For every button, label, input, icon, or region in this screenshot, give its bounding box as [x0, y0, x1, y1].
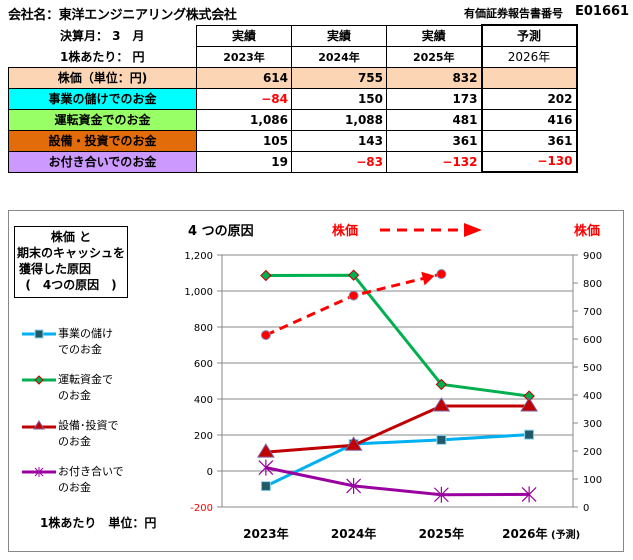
legend-text: のお金 [58, 389, 91, 402]
cell: −130 [480, 150, 578, 173]
series-line [265, 272, 442, 337]
cell: 614 [196, 66, 292, 89]
legend-text: のお金 [58, 435, 91, 448]
right-tick-label: 100 [583, 475, 602, 486]
doc-number-label: 有価証券報告書番号 [464, 7, 563, 20]
left-tick-label: 1,000 [184, 287, 213, 298]
row-label: お付き合いでのお金 [8, 150, 197, 173]
trend-arrow-head [421, 271, 435, 286]
right-tick-label: 300 [583, 419, 602, 430]
table-row-investment: 設備・投資でのお金 105 143 361 361 [8, 129, 578, 152]
series-line [265, 466, 530, 497]
series-line [265, 433, 530, 488]
x-tick-label: 2026年 (予測) [502, 526, 580, 541]
data-point [258, 459, 274, 476]
col-type-0: 実績 [196, 24, 292, 47]
data-point [435, 378, 448, 391]
left-tick-label: 400 [194, 395, 213, 406]
right-tick-label: 900 [583, 251, 602, 262]
left-tick-label: -200 [190, 503, 213, 514]
row-label: 設備・投資でのお金 [8, 129, 197, 152]
legend-text: 事業の儲け [58, 327, 113, 340]
col-year-2: 2025年 [386, 45, 482, 68]
unit-label: 1株あたり 単位：円 [40, 516, 157, 530]
data-point [432, 397, 451, 412]
data-point [524, 429, 535, 440]
cell: 832 [386, 66, 482, 89]
series-line [265, 273, 530, 398]
col-year-0: 2023年 [196, 45, 292, 68]
left-tick-label: 600 [194, 359, 213, 370]
table-row-operating: 事業の儲けでのお金 −84 150 173 202 [8, 87, 578, 110]
right-tick-label: 700 [583, 307, 602, 318]
triangle-marker-icon [22, 420, 56, 430]
data-point [260, 481, 271, 492]
data-point [433, 486, 449, 503]
row-label: 事業の儲けでのお金 [8, 87, 197, 110]
legend-text: でのお金 [58, 343, 102, 356]
left-tick-label: 0 [207, 467, 213, 478]
left-tick-label: 1,200 [184, 251, 213, 262]
legend-text: 設備･投資で [58, 419, 119, 432]
price-label-right: 株価 [574, 224, 601, 239]
square-marker-icon [22, 329, 56, 339]
legend-text: 運転資金で [58, 373, 113, 386]
col-year-3: 2026年 [480, 45, 578, 68]
right-tick-label: 800 [583, 279, 602, 290]
left-tick-label: 800 [194, 323, 213, 334]
x-tick-label: 2025年 [419, 526, 464, 541]
table-row-financing: お付き合いでのお金 19 −83 −132 −130 [8, 150, 578, 173]
cell: −83 [291, 150, 387, 173]
data-point [347, 269, 360, 281]
data-point [436, 269, 447, 280]
chart-frame [8, 210, 624, 552]
diamond-marker-icon [22, 375, 56, 385]
right-tick-label: 600 [583, 335, 602, 346]
data-point [344, 436, 363, 451]
data-point [260, 269, 272, 282]
per-share-label: 1株あたり： 円 [59, 49, 145, 64]
title-line: 期末のキャッシュを [16, 246, 125, 260]
x-tick-label: 2023年 [243, 526, 288, 541]
x-tick-label: 2024年 [331, 526, 376, 541]
cell: −132 [386, 150, 482, 173]
cell [480, 66, 578, 89]
data-point [436, 434, 447, 445]
chart-title-box: 株価 と 期末のキャッシュを 獲得した原因 ( 4つの原因 ) [14, 226, 128, 298]
company-name: 会社名：東洋エンジニアリング株式会社 [8, 8, 237, 23]
data-point [520, 397, 539, 412]
cell: 755 [291, 66, 387, 89]
price-label-left: 株価 [332, 224, 359, 239]
row-label: 株価（単位：円) [8, 66, 197, 89]
left-tick-label: 200 [194, 431, 213, 442]
title-line: 獲得した原因 [19, 262, 92, 276]
right-tick-label: 0 [583, 503, 589, 514]
legend-text: のお金 [58, 481, 91, 494]
right-tick-label: 400 [583, 391, 602, 402]
data-point [346, 477, 362, 494]
financial-table: 決算月： 3 月 実績 実績 実績 予測 1株あたり： 円 2023年 2024… [8, 24, 578, 173]
cell: 202 [480, 87, 578, 110]
title-line: ( 4つの原因 ) [25, 278, 117, 292]
data-point [256, 443, 275, 458]
right-tick-label: 200 [583, 447, 602, 458]
data-point [260, 330, 271, 341]
cell: 416 [480, 108, 578, 131]
right-tick-label: 500 [583, 363, 602, 374]
title-line: 株価 と [50, 230, 92, 244]
price-arrow-icon [380, 223, 482, 237]
chart-subtitle: 4 つの原因 [188, 224, 254, 239]
cell: 1,086 [196, 108, 292, 131]
data-point [521, 486, 537, 503]
legend-text: お付き合いで [58, 465, 124, 478]
table-row-price: 株価（単位：円) 614 755 832 [8, 66, 578, 89]
series-line [265, 404, 530, 454]
cell: 19 [196, 150, 292, 173]
doc-number: E01661 [575, 4, 630, 19]
data-point [348, 290, 359, 301]
star-marker-icon [22, 467, 56, 477]
fiscal-month-label: 決算月： 3 月 [59, 29, 145, 43]
